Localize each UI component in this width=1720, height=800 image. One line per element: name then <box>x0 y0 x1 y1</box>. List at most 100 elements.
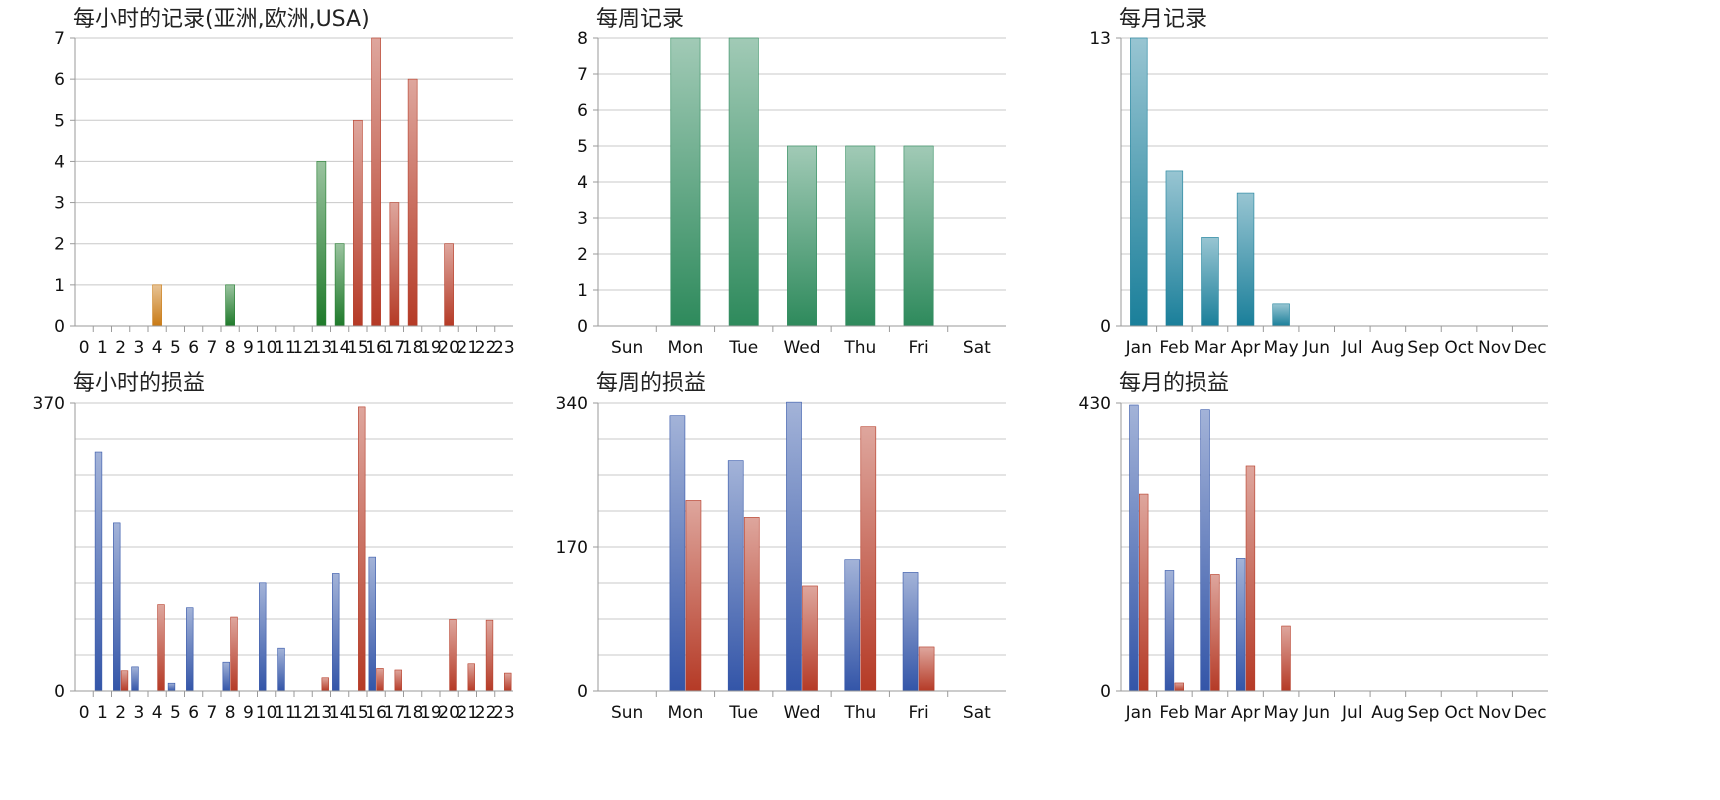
x-tick-label: 4 <box>152 703 163 723</box>
y-tick-label: 430 <box>1079 394 1111 414</box>
x-tick-label: 7 <box>206 703 217 723</box>
x-tick-label: Jan <box>1125 703 1152 723</box>
x-tick-label: 1 <box>97 703 108 723</box>
bar <box>1245 465 1256 692</box>
bar <box>389 202 400 327</box>
x-tick-label: 2 <box>115 703 126 723</box>
x-tick-label: Oct <box>1444 338 1474 358</box>
x-tick-label: Wed <box>783 703 820 723</box>
bar <box>371 37 381 327</box>
weekly-records-chart: 每周记录 0 1 2 3 4 5 6 7 8 Sun Mon Tue Wed Thu Fri Sat <box>577 7 1006 358</box>
bar <box>394 669 402 692</box>
y-tick-label: 0 <box>54 317 65 337</box>
x-tick-label: Thu <box>843 338 876 358</box>
bar <box>332 573 340 692</box>
bar <box>670 37 701 327</box>
x-tick-label: May <box>1264 338 1299 358</box>
bar <box>1200 409 1210 692</box>
x-tick-label: 11 <box>274 338 296 358</box>
y-tick-label: 13 <box>1089 29 1111 49</box>
x-tick-label: Feb <box>1159 338 1189 358</box>
x-tick-label: Mon <box>668 338 704 358</box>
x-tick-label: 5 <box>170 703 181 723</box>
x-tick-label: 5 <box>170 338 181 358</box>
x-tick-label: Thu <box>843 703 876 723</box>
x-tick-label: Mar <box>1194 338 1226 358</box>
x-tick-label: 6 <box>188 703 199 723</box>
x-tick-label: 13 <box>311 338 333 358</box>
bar <box>225 284 235 327</box>
bar <box>786 401 802 692</box>
x-tick-label: Dec <box>1514 338 1547 358</box>
monthly-pnl-chart: 每月的损益 0 430 Jan Feb Mar Apr May Jun Jul Aug Sep Oct N… <box>1079 371 1548 723</box>
x-tick-label: Oct <box>1444 703 1474 723</box>
bar <box>860 426 877 692</box>
x-tick-label: 14 <box>329 338 351 358</box>
bar <box>277 647 285 692</box>
y-tick-label: 4 <box>577 173 588 193</box>
y-tick-label: 3 <box>54 194 65 214</box>
y-tick-label: 1 <box>577 281 588 301</box>
x-tick-label: Wed <box>783 338 820 358</box>
x-tick-label: 8 <box>225 703 236 723</box>
x-tick-label: Sun <box>611 338 643 358</box>
bar <box>152 284 162 327</box>
bar <box>467 663 475 692</box>
bar <box>1164 570 1175 692</box>
bar <box>120 670 129 692</box>
x-tick-label: Tue <box>728 703 758 723</box>
y-tick-label: 5 <box>577 137 588 157</box>
bar <box>353 119 363 327</box>
hourly-records-title: 每小时的记录(亚洲,欧洲,USA) <box>73 7 370 32</box>
bar <box>407 78 418 327</box>
x-tick-label: 20 <box>438 338 460 358</box>
bar <box>222 661 230 692</box>
x-tick-label: 6 <box>188 338 199 358</box>
x-tick-label: 12 <box>292 338 314 358</box>
y-tick-label: 7 <box>577 65 588 85</box>
bar <box>1281 625 1291 692</box>
monthly-pnl-title: 每月的损益 <box>1119 371 1229 396</box>
x-tick-label: 23 <box>493 338 515 358</box>
monthly-records-title: 每月记录 <box>1119 7 1207 32</box>
x-tick-label: 22 <box>475 338 497 358</box>
x-tick-label: 1 <box>97 338 108 358</box>
x-tick-label: 11 <box>274 703 296 723</box>
x-tick-label: Apr <box>1231 703 1260 723</box>
bar <box>376 668 384 692</box>
weekly-pnl-title: 每周的损益 <box>596 371 706 396</box>
x-tick-label: 17 <box>384 703 406 723</box>
x-tick-label: Jun <box>1302 703 1330 723</box>
y-tick-label: 0 <box>1100 317 1111 337</box>
x-tick-label: Mon <box>668 703 704 723</box>
y-tick-label: 7 <box>54 29 65 49</box>
x-tick-label: Fri <box>908 703 928 723</box>
y-tick-label: 2 <box>577 245 588 265</box>
hourly-pnl-title: 每小时的损益 <box>73 371 205 396</box>
bar <box>685 500 702 692</box>
x-tick-label: 8 <box>225 338 236 358</box>
y-tick-label: 0 <box>54 682 65 702</box>
y-tick-label: 6 <box>577 101 588 121</box>
bar <box>1210 574 1220 692</box>
y-tick-label: 1 <box>54 276 65 296</box>
bar <box>186 607 194 692</box>
y-tick-label: 2 <box>54 235 65 255</box>
y-tick-label: 370 <box>33 394 65 414</box>
bar <box>113 522 121 692</box>
bar <box>1236 192 1255 327</box>
bar <box>334 243 345 327</box>
monthly-records-chart: 每月记录 0 13 Jan Feb Mar Apr May Jun Jul Aug Sep Oct Nov… <box>1089 7 1548 358</box>
x-tick-label: 9 <box>243 703 254 723</box>
x-tick-label: Fri <box>908 338 928 358</box>
y-tick-label: 6 <box>54 70 65 90</box>
y-tick-label: 4 <box>54 152 65 172</box>
x-tick-label: Nov <box>1478 703 1511 723</box>
weekly-pnl-chart: 每周的损益 0 170 340 Sun Mon Tue Wed Thu Fri Sat <box>556 371 1006 723</box>
bar <box>230 616 238 692</box>
bar <box>1130 37 1148 327</box>
x-tick-label: 15 <box>347 703 369 723</box>
bar <box>743 517 760 692</box>
